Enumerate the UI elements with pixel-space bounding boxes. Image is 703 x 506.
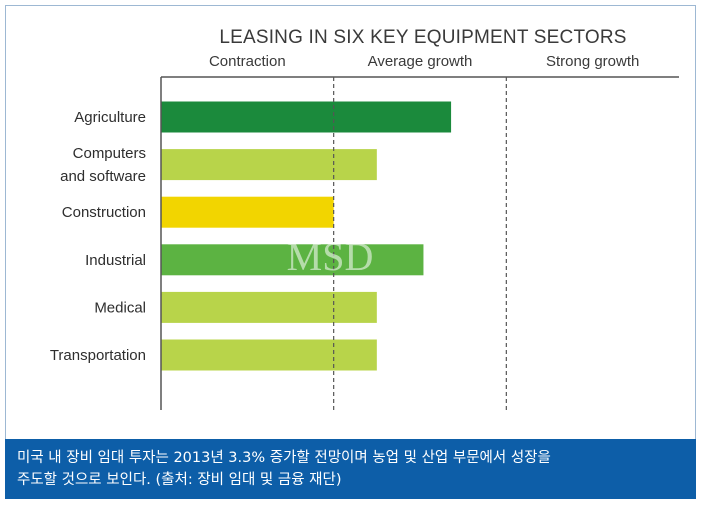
bar-5 xyxy=(161,291,377,323)
leasing-chart: LEASING IN SIX KEY EQUIPMENT SECTORS Con… xyxy=(50,27,679,410)
category-label-5: Medical xyxy=(94,299,146,316)
category-label-2: Computers and software xyxy=(60,145,146,185)
caption-line-1: 미국 내 장비 임대 투자는 2013년 3.3% 증가할 전망이며 농업 및 … xyxy=(17,450,551,466)
zone-label-2: Average growth xyxy=(368,53,473,70)
caption-bar: 미국 내 장비 임대 투자는 2013년 3.3% 증가할 전망이며 농업 및 … xyxy=(5,439,696,499)
category-label-3: Construction xyxy=(62,204,146,221)
bar-3 xyxy=(161,196,334,228)
category-label-6: Transportation xyxy=(50,347,146,364)
bar-4 xyxy=(161,244,424,276)
bar-2 xyxy=(161,149,377,181)
bar-1 xyxy=(161,101,452,133)
caption-line-2: 주도할 것으로 보인다. (출처: 장비 임대 및 금융 재단) xyxy=(17,472,342,488)
category-label-1: Agriculture xyxy=(74,109,146,126)
zone-label-1: Contraction xyxy=(209,53,286,70)
zone-label-3: Strong growth xyxy=(546,53,639,70)
bar-6 xyxy=(161,339,377,371)
chart-title: LEASING IN SIX KEY EQUIPMENT SECTORS xyxy=(219,27,626,48)
category-label-4: Industrial xyxy=(85,252,146,269)
watermark: MSD xyxy=(287,234,374,279)
